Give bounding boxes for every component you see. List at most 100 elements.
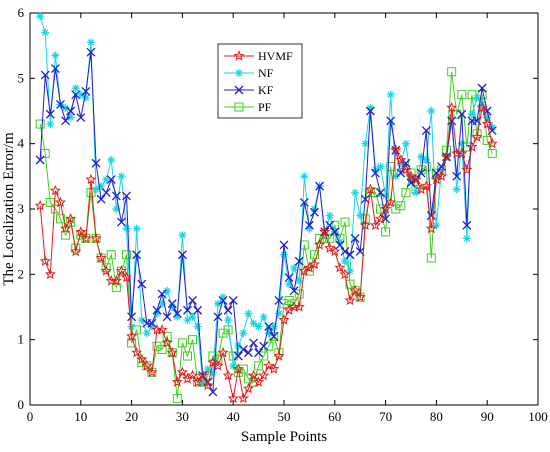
data-point-pf (284, 295, 294, 305)
data-point-kf (345, 250, 355, 260)
data-point-nf (127, 322, 136, 331)
data-point-hvmf (54, 196, 66, 208)
data-point-kf (122, 191, 131, 201)
y-tick-label: 4 (18, 136, 25, 151)
x-tick-label: 40 (227, 409, 240, 424)
data-point-kf (40, 70, 50, 80)
data-point-kf (157, 289, 167, 299)
data-point-hvmf (242, 382, 254, 394)
data-point-pf (71, 243, 81, 253)
data-point-nf (473, 93, 482, 102)
data-point-hvmf (192, 376, 204, 387)
data-point-kf (325, 220, 335, 230)
data-point-kf (56, 100, 65, 109)
data-point-kf (238, 345, 248, 354)
data-point-nf (173, 312, 182, 321)
data-point-hvmf (146, 366, 158, 378)
data-point-nf (122, 224, 131, 233)
data-point-pf (345, 279, 355, 289)
data-point-hvmf (359, 219, 371, 231)
data-point-nf (203, 365, 212, 374)
data-point-kf (132, 250, 142, 260)
data-point-nf (417, 152, 426, 161)
data-point-nf (335, 237, 344, 246)
data-point-pf (447, 67, 457, 77)
data-point-hvmf (126, 330, 138, 342)
data-point-hvmf (456, 147, 468, 159)
data-point-kf (299, 198, 309, 207)
data-point-hvmf (476, 101, 488, 113)
data-point-hvmf (385, 196, 397, 208)
data-point-nf (153, 309, 161, 318)
data-point-kf (294, 256, 304, 266)
data-point-hvmf (60, 222, 72, 234)
data-point-kf (172, 309, 182, 318)
data-point-hvmf (85, 173, 97, 185)
data-point-hvmf (410, 173, 422, 185)
data-point-hvmf (435, 170, 447, 182)
data-point-pf (50, 204, 60, 214)
data-point-kf (340, 247, 350, 256)
data-point-hvmf (115, 265, 127, 276)
data-point-nf (224, 316, 233, 325)
data-point-nf (86, 38, 95, 47)
data-point-nf (280, 250, 288, 259)
data-point-nf (76, 90, 85, 99)
data-point-kf (437, 162, 446, 171)
data-point-hvmf (227, 392, 239, 404)
data-point-hvmf (308, 258, 320, 270)
data-point-hvmf (237, 392, 249, 404)
data-point-kf (274, 296, 284, 305)
data-point-kf (254, 348, 264, 358)
data-point-hvmf (212, 359, 224, 371)
data-point-nf (361, 139, 370, 148)
data-point-nf (310, 205, 319, 213)
data-point-pf (188, 335, 198, 345)
data-point-pf (132, 325, 142, 335)
y-axis-label: The Localization Error/m (1, 132, 17, 286)
data-point-kf (315, 181, 325, 191)
data-point-kf (330, 227, 340, 237)
data-point-hvmf (380, 203, 392, 214)
data-point-kf (66, 106, 76, 116)
data-point-nf (462, 234, 471, 243)
data-point-pf (106, 250, 116, 260)
data-point-hvmf (34, 199, 46, 211)
data-point-nf (178, 231, 187, 240)
data-point-kf (243, 348, 253, 358)
x-tick-label: 60 (328, 409, 341, 424)
legend-label-pf: PF (258, 100, 272, 114)
data-point-hvmf (461, 163, 473, 175)
data-point-nf (391, 172, 400, 181)
data-point-pf (487, 148, 497, 158)
data-point-hvmf (263, 359, 275, 371)
data-point-pf (233, 367, 243, 377)
data-point-pf (238, 364, 248, 374)
data-point-kf (304, 220, 314, 230)
data-point-hvmf (70, 245, 82, 257)
data-point-pf (315, 233, 325, 243)
axis-ticks: 0 10 20 30 40 50 60 70 80 90 100 0 1 2 3 4 5 6 (18, 5, 548, 424)
data-point-pf (259, 351, 269, 361)
data-point-nf (467, 110, 476, 119)
data-point-nf (300, 172, 309, 181)
series-layer (34, 12, 498, 404)
data-point-kf (86, 47, 96, 57)
data-point-hvmf (466, 141, 478, 152)
data-point-kf (193, 305, 203, 315)
data-point-kf (101, 188, 111, 198)
data-point-nf (117, 172, 126, 181)
data-point-pf (340, 217, 350, 227)
data-point-hvmf (481, 118, 493, 129)
data-point-hvmf (446, 101, 458, 113)
data-point-nf (437, 165, 446, 174)
data-point-pf (177, 338, 187, 348)
data-point-hvmf (44, 268, 56, 280)
data-point-hvmf (369, 219, 381, 231)
data-point-nf (158, 299, 167, 308)
data-point-kf (416, 168, 426, 178)
data-point-nf (483, 113, 492, 122)
x-tick-label: 80 (430, 409, 443, 424)
data-point-nf (234, 342, 243, 351)
data-point-hvmf (75, 226, 87, 237)
